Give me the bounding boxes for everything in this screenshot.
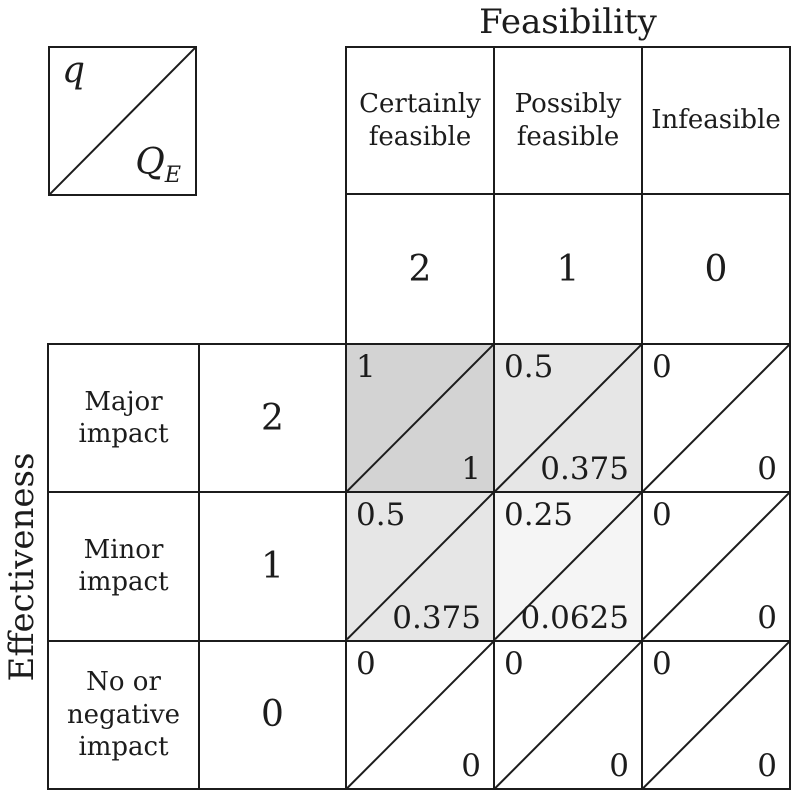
- legend-key-box: q QE: [48, 46, 197, 196]
- diagonal-divider-line: [347, 493, 493, 639]
- matrix-cell-r3c2: 0 0: [494, 640, 642, 789]
- effectiveness-axis-title: Effectiveness: [2, 452, 42, 682]
- qe-value: 0.375: [540, 451, 629, 488]
- qe-value: 0.375: [392, 599, 481, 636]
- legend-qe-symbol: QE: [135, 142, 181, 188]
- legend-q-symbol: q: [62, 50, 86, 91]
- q-value: 0.5: [504, 349, 554, 385]
- feasibility-col-label-possibly: Possibly feasible: [494, 47, 642, 194]
- qe-value: 0: [609, 747, 629, 784]
- qe-value: 0: [757, 451, 777, 488]
- effectiveness-row-score-none: 0: [199, 640, 346, 789]
- feasibility-axis-title: Feasibility: [479, 2, 657, 42]
- effectiveness-header-table: Major impact 2 Minor impact 1 No or nega…: [47, 343, 347, 790]
- q-value: 0.25: [504, 497, 574, 534]
- effectiveness-row-label-major: Major impact: [48, 344, 199, 493]
- qe-value: 0.0625: [520, 599, 629, 636]
- qe-value: 0: [757, 747, 777, 784]
- score-matrix: 1 1 0.5 0.375 0 0 0.5 0.375 0.25 0.0625 …: [345, 343, 791, 790]
- q-value: 0: [652, 497, 672, 534]
- legend-qe-subscript: E: [164, 162, 181, 188]
- qe-value: 1: [461, 451, 481, 488]
- diagonal-divider-line: [643, 493, 789, 639]
- legend-qe-main: Q: [135, 141, 165, 183]
- diagonal-divider-line: [643, 642, 789, 788]
- feasibility-col-score-certainly: 2: [346, 194, 494, 344]
- q-value: 0: [356, 645, 376, 682]
- matrix-cell-r2c3: 0 0: [642, 492, 790, 641]
- q-value: 1: [356, 349, 376, 385]
- matrix-cell-r3c3: 0 0: [642, 640, 790, 789]
- diagonal-divider-line: [347, 642, 493, 788]
- diagonal-divider-line: [347, 345, 493, 491]
- effectiveness-row-score-minor: 1: [199, 492, 346, 641]
- q-value: 0: [652, 349, 672, 385]
- feasibility-col-score-possibly: 1: [494, 194, 642, 344]
- matrix-cell-r3c1: 0 0: [346, 640, 494, 789]
- diagonal-divider-line: [495, 642, 641, 788]
- q-value: 0.5: [356, 497, 406, 534]
- diagonal-divider-line: [50, 48, 195, 194]
- qe-value: 0: [757, 599, 777, 636]
- matrix-cell-r1c3: 0 0: [642, 344, 790, 493]
- feasibility-header-table: Certainly feasible Possibly feasible Inf…: [345, 46, 791, 345]
- matrix-cell-r1c2: 0.5 0.375: [494, 344, 642, 493]
- diagonal-divider-line: [643, 345, 789, 491]
- feasibility-col-score-infeasible: 0: [642, 194, 790, 344]
- matrix-cell-r1c1: 1 1: [346, 344, 494, 493]
- effectiveness-row-label-minor: Minor impact: [48, 492, 199, 641]
- feasibility-col-label-certainly: Certainly feasible: [346, 47, 494, 194]
- effectiveness-row-label-none: No or negative impact: [48, 640, 199, 789]
- qe-value: 0: [461, 747, 481, 784]
- matrix-cell-r2c2: 0.25 0.0625: [494, 492, 642, 641]
- diagonal-divider-line: [495, 345, 641, 491]
- effectiveness-row-score-major: 2: [199, 344, 346, 493]
- feasibility-col-label-infeasible: Infeasible: [642, 47, 790, 194]
- diagonal-divider-line: [495, 493, 641, 639]
- q-value: 0: [652, 645, 672, 682]
- q-value: 0: [504, 645, 524, 682]
- matrix-cell-r2c1: 0.5 0.375: [346, 492, 494, 641]
